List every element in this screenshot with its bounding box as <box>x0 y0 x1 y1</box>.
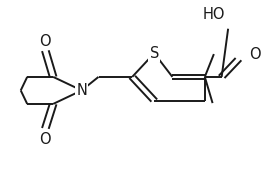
Text: S: S <box>150 46 159 61</box>
Text: N: N <box>76 83 87 98</box>
Text: O: O <box>40 132 51 147</box>
Text: HO: HO <box>203 7 225 22</box>
Text: O: O <box>40 34 51 49</box>
Text: O: O <box>249 47 261 62</box>
